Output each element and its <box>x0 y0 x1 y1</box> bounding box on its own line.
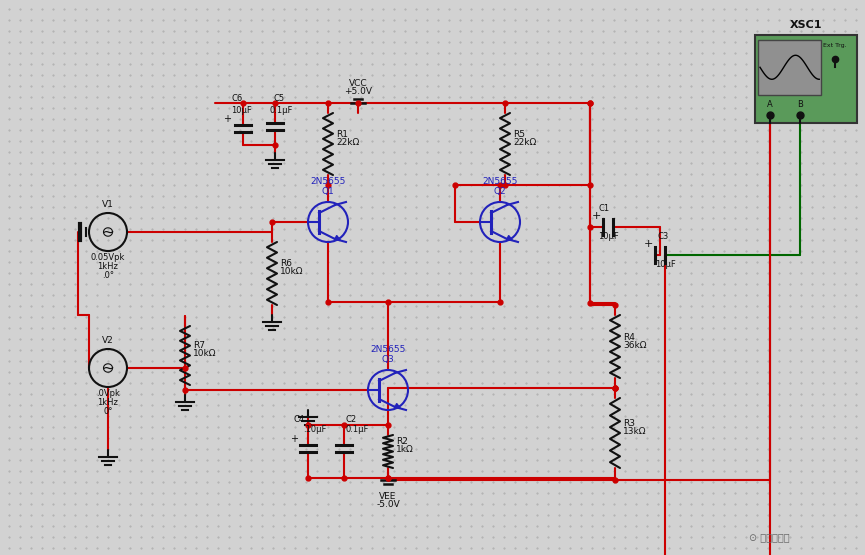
Text: R2: R2 <box>396 437 408 447</box>
Text: R1: R1 <box>336 130 348 139</box>
Text: C1: C1 <box>599 204 610 213</box>
Text: B: B <box>797 100 803 109</box>
Text: +: + <box>644 239 653 249</box>
Text: 0.1μF: 0.1μF <box>346 425 369 434</box>
Text: .0°: .0° <box>102 271 114 280</box>
Text: R7: R7 <box>193 341 205 351</box>
Text: 10kΩ: 10kΩ <box>193 350 216 359</box>
Text: -5.0V: -5.0V <box>376 500 400 509</box>
Text: +: + <box>290 434 298 444</box>
Text: A: A <box>767 100 772 109</box>
Text: R3: R3 <box>623 419 635 428</box>
Text: VEE: VEE <box>380 492 397 501</box>
Text: +: + <box>592 211 601 221</box>
Text: C5: C5 <box>273 94 284 103</box>
Text: C6: C6 <box>231 94 242 103</box>
Text: 22kΩ: 22kΩ <box>513 138 536 147</box>
Text: 0.1μF: 0.1μF <box>270 106 293 115</box>
Text: ~: ~ <box>101 225 114 240</box>
Text: .10μF: .10μF <box>303 425 326 434</box>
Text: +: + <box>223 114 231 124</box>
Text: 1kHz: 1kHz <box>98 398 119 407</box>
Text: 13kΩ: 13kΩ <box>623 427 646 436</box>
Text: XSC1: XSC1 <box>790 20 823 30</box>
Text: 10kΩ: 10kΩ <box>280 268 304 276</box>
Text: C3: C3 <box>657 232 669 241</box>
Text: V2: V2 <box>102 336 114 345</box>
Text: ~: ~ <box>101 361 114 376</box>
Text: .0Vpk: .0Vpk <box>96 389 120 398</box>
Text: 10μF: 10μF <box>655 260 676 269</box>
Text: R4: R4 <box>623 332 635 341</box>
Text: 2N5655: 2N5655 <box>370 345 406 354</box>
Text: C2: C2 <box>346 415 357 424</box>
Text: 2N5655: 2N5655 <box>311 177 346 186</box>
Text: 0.05Vpk: 0.05Vpk <box>91 253 125 262</box>
Text: 36kΩ: 36kΩ <box>623 341 646 350</box>
Text: Ext Trg.: Ext Trg. <box>823 43 847 48</box>
Text: Q3: Q3 <box>381 355 394 364</box>
Text: 1kΩ: 1kΩ <box>396 446 413 455</box>
Text: VCC: VCC <box>349 79 368 88</box>
Text: 2N5655: 2N5655 <box>483 177 517 186</box>
Text: 0°: 0° <box>103 407 112 416</box>
Text: V1: V1 <box>102 200 114 209</box>
Text: 10μF: 10μF <box>598 232 618 241</box>
Text: 1kHz: 1kHz <box>98 262 119 271</box>
Text: R5: R5 <box>513 130 525 139</box>
Text: +5.0V: +5.0V <box>344 87 372 96</box>
FancyBboxPatch shape <box>755 35 857 123</box>
Text: Q2: Q2 <box>494 187 506 196</box>
Text: ⊙ 电路一点通: ⊙ 电路一点通 <box>749 532 790 542</box>
Text: C4: C4 <box>294 415 305 424</box>
Text: Q1: Q1 <box>322 187 335 196</box>
Text: 22kΩ: 22kΩ <box>336 138 359 147</box>
Bar <box>758 40 821 94</box>
Text: R6: R6 <box>280 260 292 269</box>
Text: 10μF: 10μF <box>231 106 252 115</box>
